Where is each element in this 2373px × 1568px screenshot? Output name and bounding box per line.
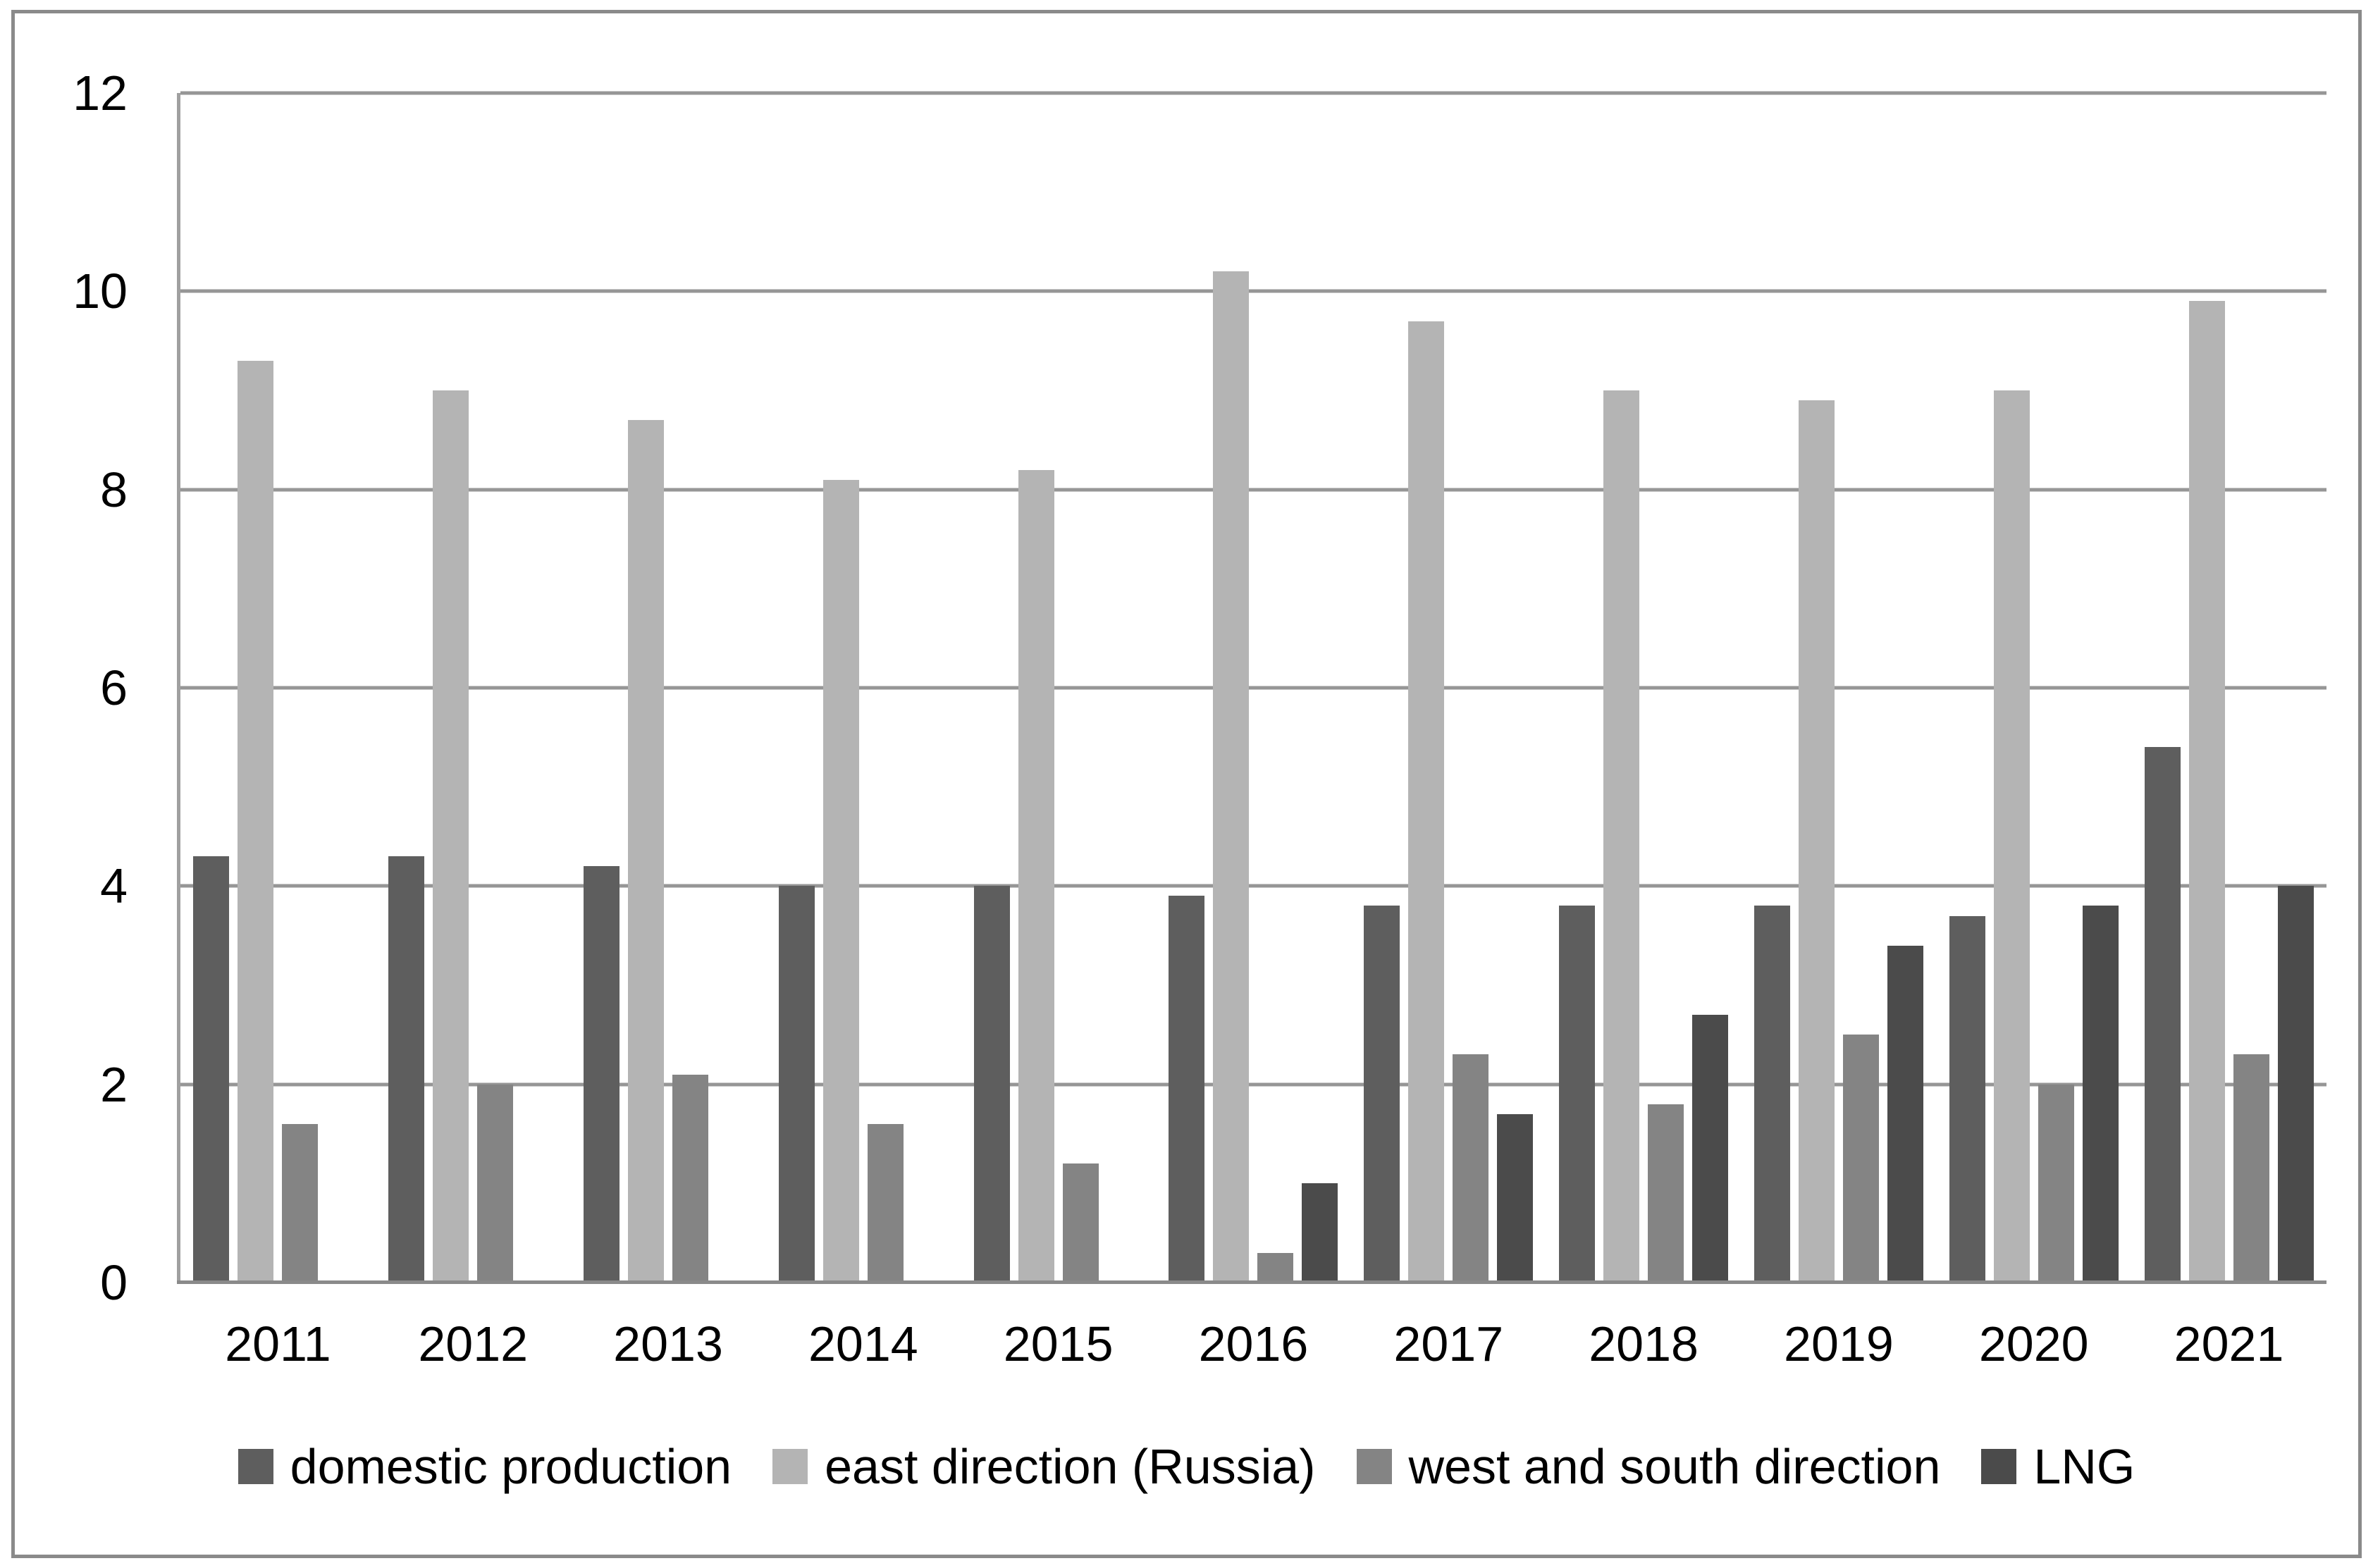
y-tick-label-0: 0 [100,1255,128,1310]
y-tick-label-4: 4 [100,858,128,914]
bar-domestic-production-2019 [1753,906,1790,1283]
bar-west-and-south-direction-2016 [1257,1252,1294,1283]
bar-east-direction-russia-2015 [1018,469,1054,1283]
bar-domestic-production-2017 [1364,906,1400,1283]
bar-domestic-production-2014 [778,886,815,1283]
bar-east-direction-russia-2017 [1408,321,1445,1283]
bar-west-and-south-direction-2020 [2038,1084,2074,1283]
legend-item-west-and-south-direction: west and south direction [1356,1438,1941,1495]
y-axis-line [177,93,180,1283]
bar-domestic-production-2015 [973,886,1010,1283]
bar-domestic-production-2021 [2144,747,2181,1283]
legend-swatch-icon [1356,1449,1392,1484]
legend-item-lng: LNG [1981,1438,2135,1495]
bar-group-2020 [1936,93,2131,1283]
bar-domestic-production-2011 [193,856,230,1283]
bar-group-2015 [961,93,1156,1283]
gridline-2 [180,1082,2326,1087]
gridline-10 [180,289,2326,293]
y-tick-label-2: 2 [100,1056,128,1112]
chart-frame: 0 2 4 6 8 10 12 2011 2012 2013 2014 2015 2016 2017 20… [11,10,2362,1558]
y-tick-label-8: 8 [100,462,128,517]
bar-west-and-south-direction-2012 [477,1084,514,1283]
plot-area [177,91,2326,1284]
bar-lng-2019 [1887,945,1923,1283]
bar-group-2017 [1351,93,1546,1283]
bar-domestic-production-2018 [1559,906,1596,1283]
x-axis-label-2011: 2011 [225,1316,331,1371]
bars-container [180,93,2326,1283]
bar-group-2018 [1546,93,1742,1283]
bar-domestic-production-2016 [1169,896,1205,1283]
bar-west-and-south-direction-2013 [672,1074,709,1283]
bar-east-direction-russia-2020 [1993,390,2030,1283]
legend-swatch-icon [238,1449,273,1484]
bar-east-direction-russia-2014 [822,479,859,1283]
bar-group-2016 [1156,93,1351,1283]
x-axis-label-2020: 2020 [1978,1316,2089,1371]
bar-west-and-south-direction-2018 [1648,1104,1684,1283]
legend-label: west and south direction [1408,1439,1941,1494]
gridline-4 [180,884,2326,888]
bar-group-2014 [765,93,961,1283]
bar-west-and-south-direction-2017 [1453,1054,1489,1283]
bar-group-2021 [2131,93,2326,1283]
x-axis-label-2018: 2018 [1589,1316,1699,1371]
gridline-6 [180,686,2326,690]
bar-lng-2020 [2082,906,2119,1283]
legend-item-east-direction-russia: east direction (Russia) [772,1438,1316,1495]
bar-lng-2018 [1692,1015,1729,1283]
bar-lng-2021 [2277,886,2314,1283]
bar-east-direction-russia-2018 [1603,390,1640,1283]
bar-west-and-south-direction-2019 [1842,1035,1879,1283]
bar-group-2012 [376,93,571,1283]
bar-group-2011 [180,93,376,1283]
legend: domestic production east direction (Russi… [43,1438,2330,1495]
y-axis-tick-labels: 0 2 4 6 8 10 12 [15,68,163,1307]
x-axis-label-2015: 2015 [1003,1316,1114,1371]
y-tick-label-10: 10 [73,264,128,319]
bar-east-direction-russia-2013 [628,420,665,1283]
legend-swatch-icon [772,1449,808,1484]
bar-lng-2016 [1302,1183,1338,1283]
gridline-12 [180,91,2326,95]
bar-group-2019 [1742,93,1937,1283]
y-tick-label-6: 6 [100,660,128,715]
legend-label: east direction (Russia) [825,1439,1316,1494]
bar-domestic-production-2020 [1949,915,1985,1283]
bar-east-direction-russia-2021 [2188,301,2225,1283]
x-axis-label-2021: 2021 [2174,1316,2284,1371]
bar-east-direction-russia-2019 [1798,400,1835,1283]
bar-west-and-south-direction-2014 [867,1123,904,1283]
bar-west-and-south-direction-2021 [2233,1054,2269,1283]
x-axis-line [177,1280,2326,1284]
bar-west-and-south-direction-2011 [282,1123,319,1283]
bar-domestic-production-2012 [388,856,425,1283]
x-axis-label-2019: 2019 [1784,1316,1894,1371]
x-axis-label-2017: 2017 [1393,1316,1504,1371]
bar-lng-2017 [1497,1113,1534,1283]
x-axis-label-2014: 2014 [808,1316,918,1371]
y-tick-label-12: 12 [73,66,128,121]
bar-west-and-south-direction-2015 [1062,1163,1099,1283]
x-axis-label-2012: 2012 [418,1316,529,1371]
bar-east-direction-russia-2011 [238,360,274,1283]
bar-east-direction-russia-2016 [1213,271,1250,1283]
legend-label: domestic production [290,1439,732,1494]
x-axis-label-2013: 2013 [613,1316,723,1371]
legend-item-domestic-production: domestic production [238,1438,732,1495]
bar-group-2013 [571,93,766,1283]
bar-east-direction-russia-2012 [433,390,469,1283]
gridline-8 [180,488,2326,492]
legend-swatch-icon [1981,1449,2017,1484]
x-axis-labels: 2011 2012 2013 2014 2015 2016 2017 2018 2019 2020… [180,1316,2326,1372]
bar-domestic-production-2013 [584,866,620,1283]
x-axis-label-2016: 2016 [1198,1316,1309,1371]
legend-label: LNG [2033,1439,2135,1494]
